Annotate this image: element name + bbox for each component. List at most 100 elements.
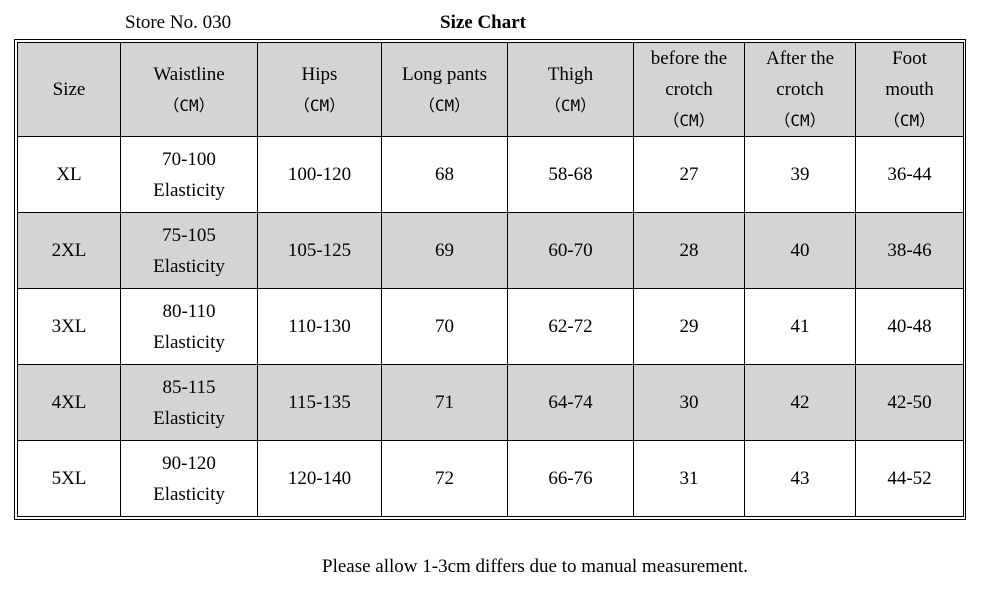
cell-text: Waistline	[153, 63, 225, 85]
cell-text: 68	[435, 164, 454, 185]
cell-text: Hips	[301, 63, 338, 85]
table-cell: 28	[633, 212, 745, 289]
cell-text: 43	[790, 468, 810, 489]
table-cell: 5XL	[17, 440, 121, 517]
cell-text: 31	[679, 468, 699, 489]
cell-text: 40	[790, 240, 810, 261]
size-table: Size Waistline （CM） Hips （CM） Long pants （CM） T…	[17, 42, 964, 517]
cell-text: 70-100	[162, 148, 216, 170]
cell-text: （CM）	[774, 111, 826, 130]
table-cell: 90-120 Elasticity	[120, 440, 258, 517]
cell-text: Elasticity	[153, 255, 225, 277]
table-frame: Size Waistline （CM） Hips （CM） Long pants （CM） T…	[14, 39, 966, 520]
cell-text: 38-46	[887, 240, 932, 261]
table-cell: 62-72	[507, 288, 634, 365]
table-row: 5XL 90-120 Elasticity 120-140 72 66-76 31 43 44-…	[17, 440, 964, 517]
cell-text: Size	[52, 79, 86, 100]
cell-text: crotch	[776, 79, 824, 100]
table-cell: 39	[744, 136, 856, 213]
cell-text: 44-52	[887, 468, 932, 489]
table-cell: 72	[381, 440, 508, 517]
header-row: Size Waistline （CM） Hips （CM） Long pants （CM） T…	[17, 42, 964, 137]
cell-text: After the	[765, 48, 835, 69]
table-cell: 64-74	[507, 364, 634, 441]
cell-text: 36-44	[887, 164, 932, 185]
cell-text: mouth	[885, 79, 934, 100]
table-cell: 110-130	[257, 288, 382, 365]
cell-text: Elasticity	[153, 483, 225, 505]
table-cell: 70	[381, 288, 508, 365]
table-cell: 115-135	[257, 364, 382, 441]
table-cell: 68	[381, 136, 508, 213]
cell-text: 42-50	[887, 392, 932, 413]
table-cell: 75-105 Elasticity	[120, 212, 258, 289]
cell-text: （CM）	[544, 95, 597, 115]
cell-text: 3XL	[51, 316, 87, 337]
table-row: 2XL 75-105 Elasticity 105-125 69 60-70 28 40 38-…	[17, 212, 964, 289]
table-cell: 66-76	[507, 440, 634, 517]
table-cell: 43	[744, 440, 856, 517]
table-cell: 70-100 Elasticity	[120, 136, 258, 213]
table-cell: 85-115 Elasticity	[120, 364, 258, 441]
cell-text: 85-115	[162, 376, 216, 398]
cell-text: 5XL	[51, 468, 87, 489]
cell-text: 75-105	[162, 224, 216, 246]
table-cell: 44-52	[855, 440, 964, 517]
store-number: Store No. 030	[125, 12, 232, 33]
table-cell: 27	[633, 136, 745, 213]
cell-text: 100-120	[287, 164, 352, 185]
cell-text: （CM）	[663, 111, 715, 130]
table-cell: 30	[633, 364, 745, 441]
cell-text: 64-74	[548, 392, 593, 413]
cell-text: XL	[56, 164, 82, 185]
table-cell: 58-68	[507, 136, 634, 213]
cell-text: Elasticity	[153, 179, 225, 201]
cell-text: 4XL	[51, 392, 87, 413]
cell-text: Elasticity	[153, 407, 225, 429]
cell-text: 30	[679, 392, 699, 413]
table-cell: 120-140	[257, 440, 382, 517]
column-header: Size	[17, 42, 121, 137]
table-cell: 42	[744, 364, 856, 441]
cell-text: 105-125	[287, 240, 352, 261]
table-cell: XL	[17, 136, 121, 213]
table-row: XL 70-100 Elasticity 100-120 68 58-68 27 39 36-4…	[17, 136, 964, 213]
table-cell: 60-70	[507, 212, 634, 289]
table-cell: 42-50	[855, 364, 964, 441]
table-cell: 105-125	[257, 212, 382, 289]
cell-text: 29	[679, 316, 699, 337]
column-header: before the crotch （CM）	[633, 42, 745, 137]
column-header: Waistline （CM）	[120, 42, 258, 137]
column-header: Hips （CM）	[257, 42, 382, 137]
cell-text: 69	[435, 240, 454, 261]
cell-text: Foot	[892, 48, 927, 69]
cell-text: （CM）	[163, 95, 215, 115]
table-row: 3XL 80-110 Elasticity 110-130 70 62-72 29 41 40-…	[17, 288, 964, 365]
cell-text: 28	[679, 240, 699, 261]
cell-text: 60-70	[548, 240, 593, 261]
chart-title: Size Chart	[440, 12, 527, 33]
cell-text: 41	[790, 316, 810, 337]
cell-text: 42	[790, 392, 810, 413]
table-cell: 100-120	[257, 136, 382, 213]
column-header: Foot mouth （CM）	[855, 42, 964, 137]
cell-text: 80-110	[162, 300, 216, 322]
table-cell: 41	[744, 288, 856, 365]
cell-text: 39	[790, 164, 810, 185]
cell-text: Elasticity	[153, 331, 225, 353]
cell-text: 27	[679, 164, 699, 185]
cell-text: 90-120	[162, 452, 216, 474]
cell-text: （CM）	[883, 111, 936, 130]
table-cell: 40-48	[855, 288, 964, 365]
table-cell: 31	[633, 440, 745, 517]
cell-text: Thigh	[547, 63, 594, 85]
table-cell: 80-110 Elasticity	[120, 288, 258, 365]
table-cell: 29	[633, 288, 745, 365]
table-cell: 71	[381, 364, 508, 441]
table-cell: 3XL	[17, 288, 121, 365]
cell-text: before the	[650, 48, 728, 69]
footer-note: Please allow 1-3cm differs due to manual…	[322, 556, 748, 577]
column-header: Thigh （CM）	[507, 42, 634, 137]
cell-text: 110-130	[288, 316, 351, 337]
